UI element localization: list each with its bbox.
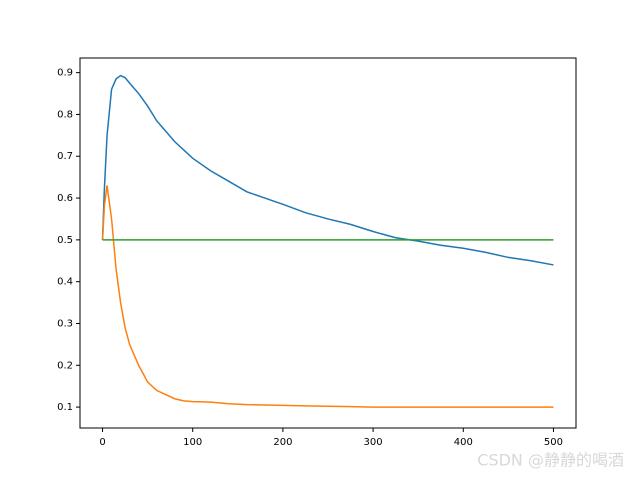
y-tick-label: 0.3 (57, 318, 73, 329)
y-tick-label: 0.6 (57, 193, 73, 204)
x-tick-label: 500 (544, 437, 563, 448)
y-tick-label: 0.1 (57, 402, 73, 413)
line-series (101, 74, 554, 266)
y-tick-label: 0.9 (57, 68, 73, 79)
line-series (101, 185, 554, 408)
x-tick-label: 0 (99, 437, 105, 448)
y-tick-label: 0.2 (57, 360, 73, 371)
x-tick-label: 100 (183, 437, 202, 448)
y-tick-label: 0.5 (57, 235, 73, 246)
watermark: CSDN @静静的喝酒 (477, 451, 624, 470)
x-tick-label: 400 (454, 437, 473, 448)
plot-frame (79, 57, 577, 429)
y-tick-label: 0.8 (57, 109, 73, 120)
y-tick-label: 0.4 (57, 277, 73, 288)
y-tick-label: 0.7 (57, 151, 73, 162)
x-tick-label: 300 (364, 437, 383, 448)
x-tick-label: 200 (273, 437, 292, 448)
